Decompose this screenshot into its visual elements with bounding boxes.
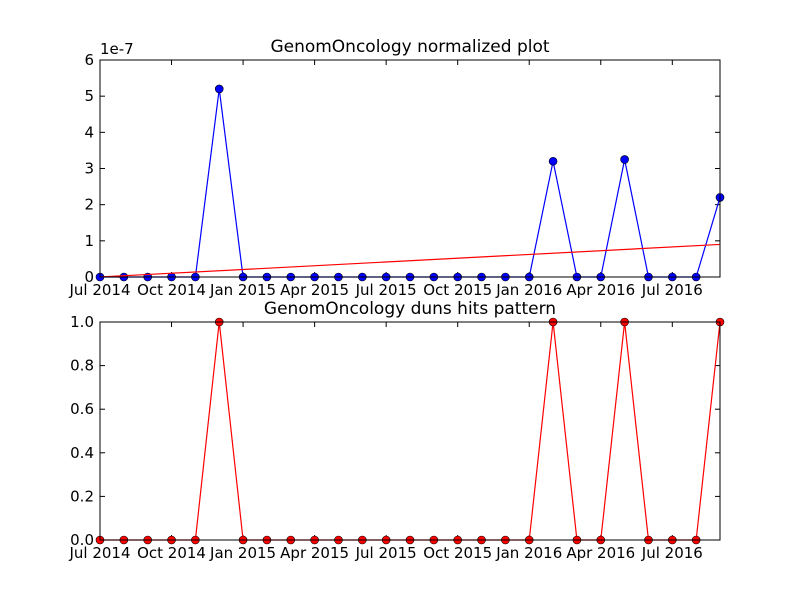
chart-title: GenomOncology duns hits pattern [264,299,556,319]
y-tick-label: 0.6 [70,400,94,418]
x-tick-label: Jan 2015 [209,544,276,562]
x-tick-label: Jul 2014 [68,281,130,299]
y-tick-label: 1.0 [70,313,94,331]
x-tick-label: Jan 2016 [495,281,562,299]
x-tick-label: Jul 2016 [641,544,703,562]
x-tick-label: Oct 2015 [423,281,492,299]
y-tick-label: 2 [84,196,94,214]
y-tick-label: 3 [84,160,94,178]
data-point [620,155,629,164]
chart-title: GenomOncology normalized plot [270,37,549,57]
series-line [100,321,721,541]
y-tick-label: 0.2 [70,487,94,505]
y-tick-label: 4 [84,123,94,141]
data-point [548,156,558,166]
x-tick-label: Jul 2015 [355,281,417,299]
axes-frame [99,59,721,278]
x-tick-label: Jul 2014 [68,544,130,562]
axes-frame [99,321,721,541]
x-tick-label: Apr 2015 [280,281,349,299]
x-tick-label: Apr 2015 [280,544,349,562]
data-point [214,84,224,94]
offset-label: 1e-7 [100,40,134,58]
x-tick-label: Jan 2015 [209,281,276,299]
x-tick-label: Oct 2014 [137,281,206,299]
x-tick-label: Jul 2015 [355,544,417,562]
y-tick-label: 0 [84,268,94,286]
x-tick-label: Apr 2016 [566,281,635,299]
y-tick-label: 0.0 [70,531,94,549]
y-tick-label: 1 [84,232,94,250]
series-line [99,243,721,278]
x-tick-label: Jul 2016 [641,281,703,299]
y-tick-label: 0.4 [70,444,94,462]
y-tick-label: 0.8 [70,357,94,375]
y-tick-label: 5 [84,87,94,105]
x-tick-label: Apr 2016 [566,544,635,562]
x-tick-label: Oct 2015 [423,544,492,562]
x-tick-label: Jan 2016 [495,544,562,562]
x-tick-label: Oct 2014 [137,544,206,562]
y-tick-label: 6 [84,51,94,69]
